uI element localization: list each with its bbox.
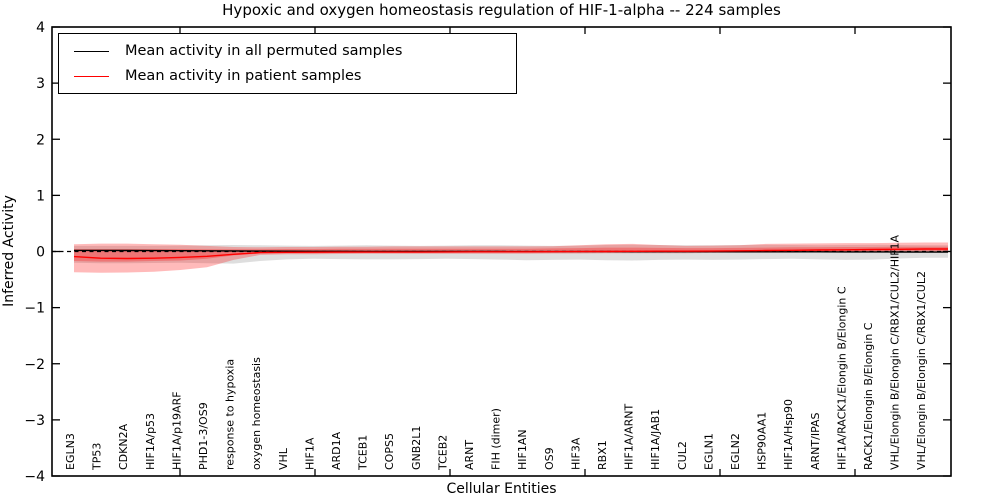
x-category-label: ARD1A [330,431,343,470]
x-category-label: EGLN2 [729,433,742,470]
x-category-label: HIF1A/Hsp90 [782,399,795,470]
x-category-label: COPS5 [383,433,396,470]
x-category-label: EGLN1 [702,433,715,470]
x-category-label: OS9 [543,447,556,470]
x-category-label: oxygen homeostasis [250,357,263,470]
x-category-label: HIF1A/RACK1/Elongin B/Elongin C [835,286,848,470]
x-category-label: HIF3A [569,437,582,470]
permuted-sample-range-band [74,244,948,264]
legend-item-permuted: Mean activity in all permuted samples [59,43,516,59]
x-category-label: VHL/Elongin B/Elongin C/RBX1/CUL2/HIF1A [889,234,902,470]
x-category-label: RACK1/Elongin B/Elongin C [862,322,875,470]
x-category-label: HIF1AN [516,429,529,470]
y-tick-label: 4 [36,20,45,36]
x-category-label: ARNT/IPAS [809,412,822,470]
x-category-label: HIF1A/ARNT [623,404,636,470]
x-category-label: TCEB1 [357,435,370,471]
patient-mean-line [73,248,948,260]
x-category-label: CDKN2A [117,423,130,470]
legend-label: Mean activity in all permuted samples [125,43,403,59]
x-category-label: TCEB2 [436,435,449,471]
y-tick-label: 3 [36,76,45,92]
legend: Mean activity in all permuted samples Me… [58,33,517,94]
x-category-label: HIF1A/p19ARF [170,391,183,470]
y-axis-title: Inferred Activity [1,195,17,307]
x-category-label: HSP90AA1 [756,412,769,470]
x-category-label: RBX1 [596,440,609,470]
legend-item-patient: Mean activity in patient samples [59,68,516,84]
x-category-label: HIF1A/p53 [144,413,157,470]
y-tick-label: −2 [24,357,45,373]
x-category-label: EGLN3 [64,433,77,470]
x-category-label: HIF1A/JAB1 [649,409,662,470]
black-line-swatch [74,50,109,52]
x-axis-title: Cellular Entities [446,481,557,497]
x-category-label: HIF1A [303,437,316,470]
y-tick-label: −3 [24,413,45,429]
y-tick-label: −1 [24,301,45,317]
x-category-label: FIH (dimer) [490,408,503,470]
x-category-label: PHD1-3/OS9 [197,402,210,470]
x-category-label: GNB2L1 [410,426,423,470]
y-tick-label: −4 [24,469,45,485]
y-tick-label: 1 [36,188,45,204]
x-category-label: VHL/Elongin B/Elongin C/RBX1/CUL2 [915,271,928,470]
x-category-label: VHL [277,447,290,470]
patient-sample-range-outer-band [74,242,948,273]
x-category-label: TP53 [91,443,104,471]
y-tick-label: 0 [36,245,45,261]
x-category-label: ARNT [463,440,476,470]
x-category-label: CUL2 [676,441,689,470]
x-category-label: response to hypoxia [224,359,237,470]
y-tick-label: 2 [36,132,45,148]
red-line-swatch [74,75,109,77]
chart-title: Hypoxic and oxygen homeostasis regulatio… [222,1,781,19]
legend-label: Mean activity in patient samples [125,68,362,84]
